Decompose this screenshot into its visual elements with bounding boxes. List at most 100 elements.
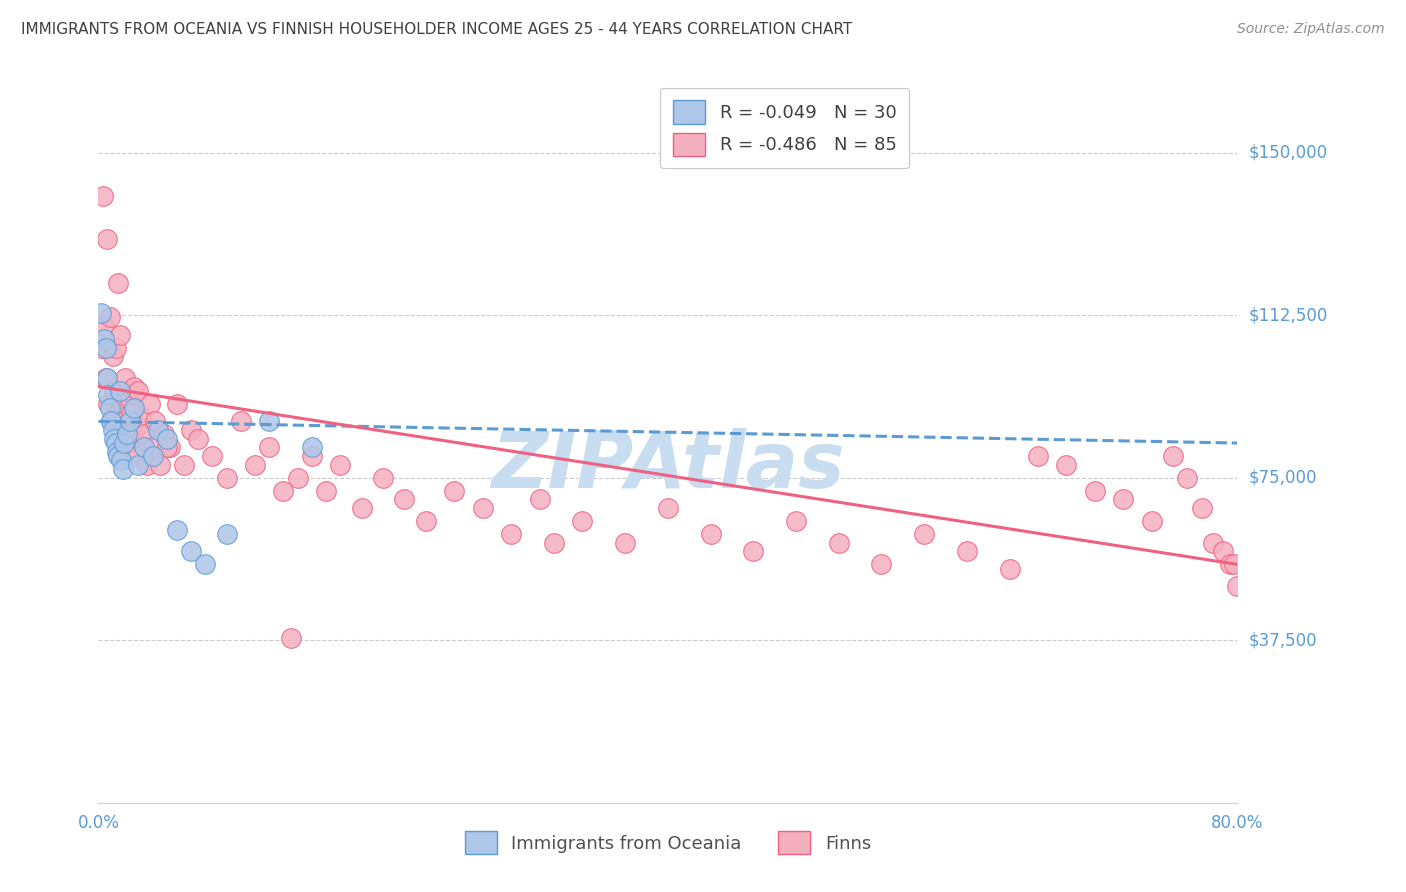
Text: $37,500: $37,500 bbox=[1249, 632, 1317, 649]
Point bbox=[1202, 535, 1225, 549]
Point bbox=[108, 384, 131, 398]
Point bbox=[96, 232, 118, 246]
Point bbox=[870, 558, 893, 572]
Point bbox=[97, 388, 120, 402]
Point bbox=[120, 406, 142, 420]
Point bbox=[122, 380, 145, 394]
Point bbox=[138, 397, 160, 411]
Point bbox=[614, 535, 637, 549]
Text: Source: ZipAtlas.com: Source: ZipAtlas.com bbox=[1237, 22, 1385, 37]
Point bbox=[166, 397, 188, 411]
Point bbox=[118, 414, 141, 428]
Point bbox=[104, 436, 127, 450]
Point bbox=[93, 318, 115, 333]
Point bbox=[93, 332, 115, 346]
Point bbox=[350, 501, 373, 516]
Point bbox=[159, 441, 181, 455]
Point bbox=[111, 462, 134, 476]
Point bbox=[259, 441, 281, 455]
Point bbox=[153, 427, 176, 442]
Point bbox=[156, 432, 179, 446]
Point bbox=[108, 327, 131, 342]
Point bbox=[149, 458, 172, 472]
Point bbox=[828, 535, 851, 549]
Point bbox=[156, 441, 179, 455]
Point bbox=[329, 458, 352, 472]
Point bbox=[471, 501, 494, 516]
Point bbox=[187, 432, 209, 446]
Point bbox=[118, 392, 141, 407]
Point bbox=[543, 535, 565, 549]
Point bbox=[96, 371, 118, 385]
Point bbox=[699, 527, 721, 541]
Text: $75,000: $75,000 bbox=[1249, 468, 1317, 487]
Point bbox=[107, 449, 129, 463]
Point bbox=[91, 189, 114, 203]
Point bbox=[90, 341, 112, 355]
Point bbox=[243, 458, 266, 472]
Point bbox=[112, 436, 135, 450]
Point bbox=[273, 483, 295, 498]
Point bbox=[166, 523, 188, 537]
Point bbox=[501, 527, 523, 541]
Point bbox=[107, 276, 129, 290]
Point bbox=[394, 492, 416, 507]
Point bbox=[98, 310, 121, 325]
Point bbox=[101, 423, 124, 437]
Point bbox=[125, 418, 148, 433]
Point bbox=[1212, 544, 1234, 558]
Point bbox=[443, 483, 465, 498]
Point bbox=[145, 414, 167, 428]
Point bbox=[373, 471, 395, 485]
Point bbox=[1223, 558, 1246, 572]
Point bbox=[173, 458, 195, 472]
Point bbox=[1026, 449, 1049, 463]
Point bbox=[1177, 471, 1199, 485]
Point bbox=[1084, 483, 1107, 498]
Point bbox=[90, 306, 112, 320]
Point bbox=[121, 432, 143, 446]
Point bbox=[529, 492, 551, 507]
Point bbox=[98, 401, 121, 416]
Point bbox=[100, 414, 122, 428]
Point bbox=[301, 449, 323, 463]
Point bbox=[1112, 492, 1135, 507]
Point bbox=[94, 341, 117, 355]
Point bbox=[127, 458, 149, 472]
Point bbox=[215, 527, 238, 541]
Point bbox=[785, 514, 807, 528]
Point bbox=[229, 414, 252, 428]
Point bbox=[215, 471, 238, 485]
Point bbox=[301, 441, 323, 455]
Point bbox=[1191, 501, 1213, 516]
Point bbox=[112, 414, 135, 428]
Point bbox=[105, 444, 128, 458]
Point bbox=[110, 427, 132, 442]
Point bbox=[124, 449, 146, 463]
Text: IMMIGRANTS FROM OCEANIA VS FINNISH HOUSEHOLDER INCOME AGES 25 - 44 YEARS CORRELA: IMMIGRANTS FROM OCEANIA VS FINNISH HOUSE… bbox=[21, 22, 852, 37]
Point bbox=[315, 483, 337, 498]
Point bbox=[1219, 558, 1241, 572]
Point bbox=[194, 558, 217, 572]
Point bbox=[657, 501, 679, 516]
Point bbox=[110, 453, 132, 467]
Point bbox=[94, 371, 117, 385]
Point bbox=[122, 401, 145, 416]
Point bbox=[141, 449, 163, 463]
Point bbox=[129, 410, 152, 425]
Point bbox=[1226, 579, 1249, 593]
Point bbox=[117, 436, 139, 450]
Point bbox=[115, 418, 138, 433]
Point bbox=[105, 406, 128, 420]
Point bbox=[100, 414, 122, 428]
Point bbox=[114, 371, 136, 385]
Point bbox=[111, 397, 134, 411]
Point bbox=[956, 544, 979, 558]
Point bbox=[101, 349, 124, 363]
Point bbox=[97, 397, 120, 411]
Point bbox=[1140, 514, 1163, 528]
Point bbox=[103, 384, 125, 398]
Point bbox=[115, 427, 138, 442]
Point bbox=[280, 631, 302, 645]
Point bbox=[180, 544, 202, 558]
